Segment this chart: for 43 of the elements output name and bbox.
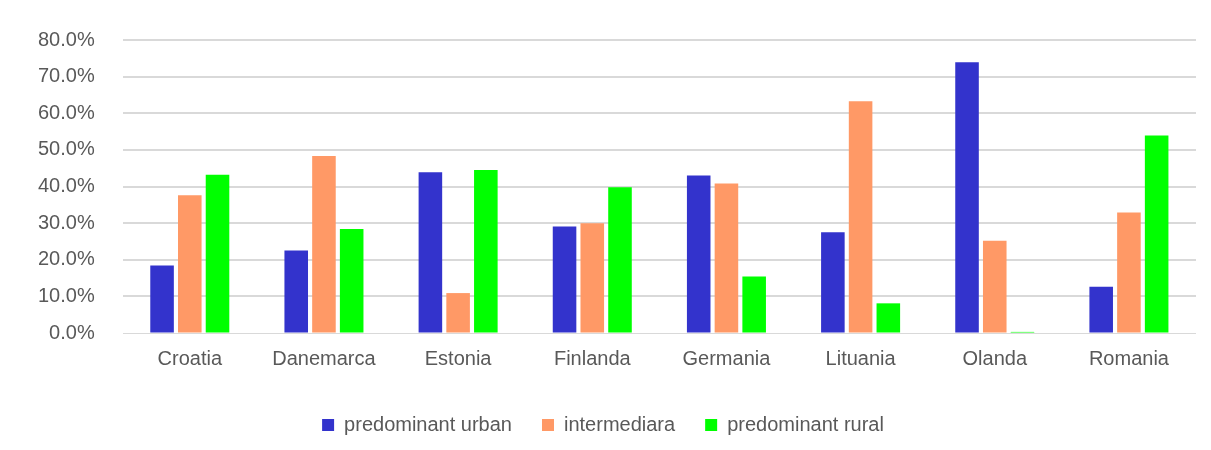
bar xyxy=(474,170,498,333)
y-tick-label: 40.0% xyxy=(37,174,95,197)
bar xyxy=(848,101,873,333)
bar xyxy=(982,240,1007,333)
x-tick-label: Lituania xyxy=(825,346,897,369)
x-tick-label: Finlanda xyxy=(553,346,632,369)
bar xyxy=(312,156,336,333)
y-tick-label: 0.0% xyxy=(49,320,95,343)
bar xyxy=(205,174,230,333)
y-tick-label: 20.0% xyxy=(37,247,95,270)
bar xyxy=(150,265,174,333)
bar xyxy=(955,62,979,333)
bar xyxy=(686,175,711,333)
x-tick-label: Danemarca xyxy=(272,346,377,369)
bar xyxy=(1144,135,1169,333)
y-tick-label: 30.0% xyxy=(37,210,95,233)
x-tick-label: Romania xyxy=(1088,346,1170,369)
y-tick-label: 50.0% xyxy=(37,137,95,160)
x-tick-label: Croatia xyxy=(157,346,223,369)
bar xyxy=(1117,212,1141,333)
y-tick-label: 70.0% xyxy=(37,64,95,87)
bar xyxy=(1089,286,1113,333)
y-tick-label: 80.0% xyxy=(37,27,95,50)
x-tick-label: Olanda xyxy=(962,346,1028,369)
bar xyxy=(552,226,577,333)
bar xyxy=(284,250,309,333)
legend-label: predominant rural xyxy=(727,412,884,435)
bar xyxy=(742,276,766,333)
bar xyxy=(178,195,202,333)
bar xyxy=(418,172,443,333)
bar xyxy=(608,187,632,333)
bar xyxy=(339,228,364,333)
bar xyxy=(446,293,470,333)
bar xyxy=(714,183,739,333)
bar xyxy=(580,223,605,333)
legend-label: predominant urban xyxy=(344,412,512,435)
y-tick-label: 10.0% xyxy=(37,283,95,306)
x-tick-label: Estonia xyxy=(424,346,493,369)
x-tick-label: Germania xyxy=(682,346,772,369)
y-tick-label: 60.0% xyxy=(37,100,95,123)
bar xyxy=(876,303,901,333)
legend-label: intermediara xyxy=(563,412,677,435)
bar xyxy=(821,232,845,333)
